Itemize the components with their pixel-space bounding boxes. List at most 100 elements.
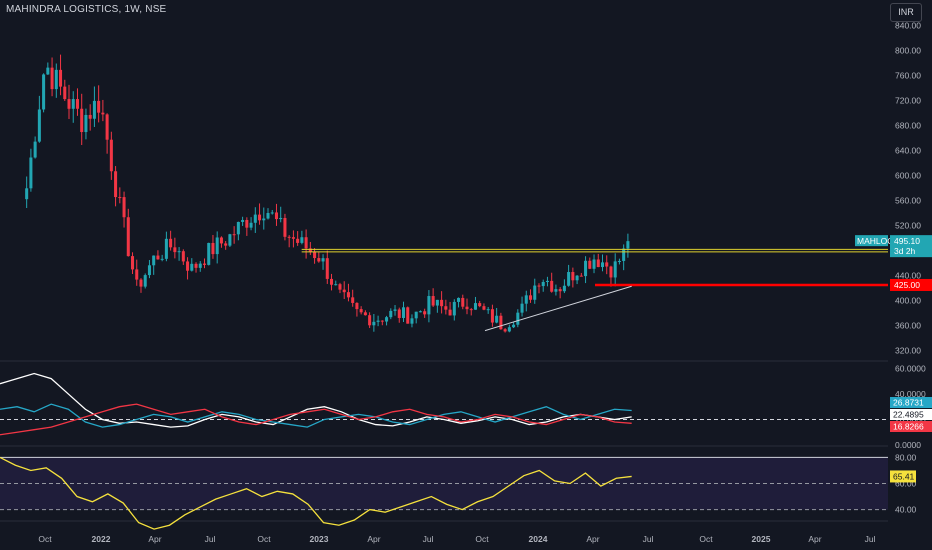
candle-body <box>444 306 448 310</box>
candle-body <box>473 303 477 310</box>
symbol-tag-label: MAHLOG <box>857 236 894 246</box>
candle-body <box>401 307 406 318</box>
candle-body <box>490 309 494 323</box>
support-price-tag <box>890 278 932 291</box>
candle-body <box>524 295 528 304</box>
price-axis-label: 320.00 <box>895 346 921 356</box>
candle-body <box>236 221 240 235</box>
time-axis-label: Oct <box>257 534 271 544</box>
dmi-value-tag <box>890 397 932 408</box>
candle-body <box>575 275 579 281</box>
candle-body <box>562 285 566 292</box>
price-axis-label: 440.00 <box>895 271 921 281</box>
candle-body <box>507 327 511 332</box>
candle-body <box>528 295 533 300</box>
candle-body <box>181 251 185 262</box>
dmi-axis-label: 0.0000 <box>895 440 921 450</box>
candle-body <box>114 171 118 198</box>
candle-body <box>613 261 617 278</box>
candle-body <box>152 255 156 266</box>
candle-body <box>541 281 545 287</box>
time-axis-label: 2025 <box>752 534 771 544</box>
candle-body <box>380 320 384 322</box>
price-axis-label: 640.00 <box>895 146 921 156</box>
price-axis-label: 400.00 <box>895 296 921 306</box>
rsi-line <box>0 456 632 530</box>
minus-di-line <box>0 403 632 436</box>
price-axis-label: 680.00 <box>895 121 921 131</box>
adx-line <box>0 372 632 428</box>
candle-body <box>194 263 198 268</box>
candle-body <box>258 214 262 221</box>
candle-body <box>329 278 334 285</box>
candle-body <box>59 69 63 87</box>
candle-body <box>270 212 274 214</box>
candle-body <box>215 237 219 255</box>
currency-button[interactable]: INR <box>890 3 922 22</box>
time-axis-label: Apr <box>367 534 380 544</box>
candle-body <box>469 309 473 311</box>
candle-body <box>283 217 287 237</box>
candle-body <box>503 329 507 332</box>
candle-body <box>435 299 439 306</box>
time-axis-label: Oct <box>475 534 489 544</box>
price-axis-label: 760.00 <box>895 71 921 81</box>
candle-body <box>109 139 113 172</box>
candle-body <box>622 248 626 261</box>
candle-body <box>135 269 139 280</box>
candle-body <box>410 318 414 324</box>
candle-body <box>427 296 431 315</box>
candle-body <box>512 324 516 328</box>
time-axis-label: 2024 <box>529 534 548 544</box>
candle-body <box>359 309 363 313</box>
candle-body <box>46 67 50 75</box>
time-axis-label: Jul <box>423 534 434 544</box>
candle-body <box>592 259 596 269</box>
candle-body <box>84 114 88 133</box>
candle-body <box>105 114 109 140</box>
candle-body <box>160 258 164 260</box>
candle-body <box>139 279 143 287</box>
candle-body <box>33 141 37 158</box>
candle-body <box>465 306 469 310</box>
dmi-value-tag <box>890 421 932 432</box>
last-price-tag <box>890 235 932 258</box>
candle-body <box>385 317 389 322</box>
candle-body <box>118 197 122 199</box>
dmi-axis-label: 40.0000 <box>895 389 926 399</box>
candle-body <box>126 217 130 257</box>
time-axis-label: Oct <box>699 534 713 544</box>
symbol-tag <box>855 235 888 247</box>
time-axis-label: Jul <box>643 534 654 544</box>
candle-body <box>584 260 588 277</box>
candle-body <box>423 311 427 315</box>
candle-body <box>626 241 630 249</box>
candle-body <box>304 237 308 249</box>
ascending-trendline[interactable] <box>484 285 632 332</box>
candle-body <box>75 99 79 109</box>
price-axis-label: 840.00 <box>895 21 921 31</box>
candle-body <box>63 86 67 100</box>
candle-body <box>207 242 211 265</box>
time-axis-label: Jul <box>205 534 216 544</box>
price-axis-label: 800.00 <box>895 46 921 56</box>
candle-body <box>313 251 317 259</box>
candle-body <box>596 259 600 268</box>
candle-body <box>274 212 278 220</box>
time-axis-label: Apr <box>808 534 821 544</box>
candle-body <box>249 222 253 228</box>
candle-body <box>198 263 202 268</box>
candle-body <box>228 234 232 246</box>
candle-body <box>42 74 46 110</box>
candle-body <box>287 236 291 238</box>
price-axis-label: 600.00 <box>895 171 921 181</box>
candle-body <box>351 297 355 303</box>
candle-body <box>266 213 270 219</box>
candle-body <box>376 320 380 322</box>
candle-body <box>431 296 435 306</box>
candle-body <box>224 243 228 246</box>
candle-body <box>363 312 367 316</box>
candle-body <box>92 100 96 119</box>
candle-body <box>461 297 465 307</box>
